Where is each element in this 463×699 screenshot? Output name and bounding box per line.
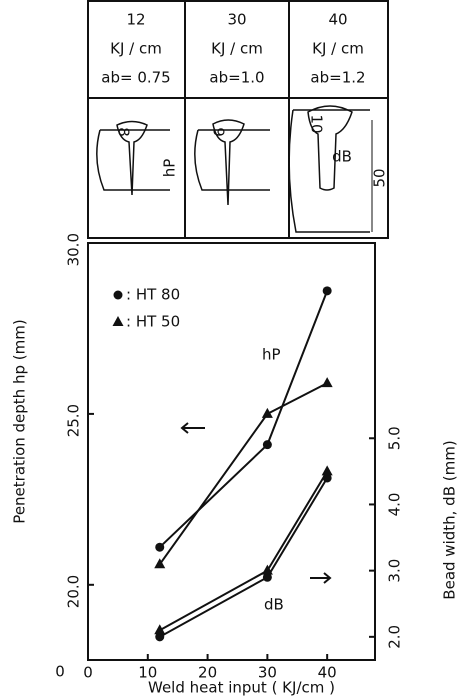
corner-label: 0: [55, 663, 65, 681]
y2-tick-label: 3.0: [386, 559, 404, 583]
arrow: [182, 423, 205, 433]
legend-label: : HT 80: [126, 286, 180, 304]
data-point: [322, 377, 333, 387]
y2-tick-label: 2.0: [386, 625, 404, 649]
dimension: hP: [161, 159, 179, 178]
legend-marker: [114, 291, 123, 300]
header-frame: [88, 1, 388, 238]
dimension: 50: [371, 168, 389, 187]
y2-axis-label: Bead width, dB (mm): [441, 440, 459, 599]
data-point: [263, 440, 272, 449]
dimension: 8: [115, 127, 133, 137]
y-axis-label: Penetration depth hp (mm): [11, 319, 29, 523]
data-point: [155, 543, 164, 552]
figure: 12 KJ / cm ab= 0.75 30 KJ / cm ab=1.0 40 KJ / c…: [0, 0, 463, 699]
annotation: dB: [264, 596, 284, 614]
legend-marker: [113, 316, 124, 326]
dimension: 10: [308, 114, 326, 133]
ab: ab=1.2: [310, 69, 365, 87]
x-axis-label: Weld heat input ( KJ/cm ): [148, 679, 335, 697]
series-line: [160, 471, 327, 630]
header: [88, 1, 388, 238]
x-tick-label: 0: [83, 664, 93, 682]
heat: 12: [126, 11, 145, 29]
ab: ab=1.0: [209, 69, 264, 87]
y-tick-label: 20.0: [65, 575, 83, 608]
data-point: [322, 465, 333, 475]
plate: [289, 110, 370, 232]
series-line: [160, 478, 327, 637]
heat: 30: [227, 11, 246, 29]
y-tick-label: 30.0: [65, 233, 83, 266]
unit: KJ / cm: [312, 40, 364, 58]
dimension: 9: [210, 127, 228, 137]
unit: KJ / cm: [110, 40, 162, 58]
heat: 40: [328, 11, 347, 29]
dimension: dB: [332, 148, 352, 166]
series-line: [160, 383, 327, 564]
unit: KJ / cm: [211, 40, 263, 58]
y-tick-label: 25.0: [65, 404, 83, 437]
data-point: [323, 286, 332, 295]
arrow: [310, 573, 330, 583]
legend-label: : HT 50: [126, 313, 180, 331]
series-line: [160, 291, 327, 547]
plate: [195, 130, 270, 190]
annotation: hP: [262, 346, 281, 364]
y2-tick-label: 5.0: [386, 426, 404, 450]
ab: ab= 0.75: [101, 69, 170, 87]
page: {"header":{"panels":[ {"heat":"12","unit…: [0, 0, 463, 699]
y2-tick-label: 4.0: [386, 493, 404, 517]
